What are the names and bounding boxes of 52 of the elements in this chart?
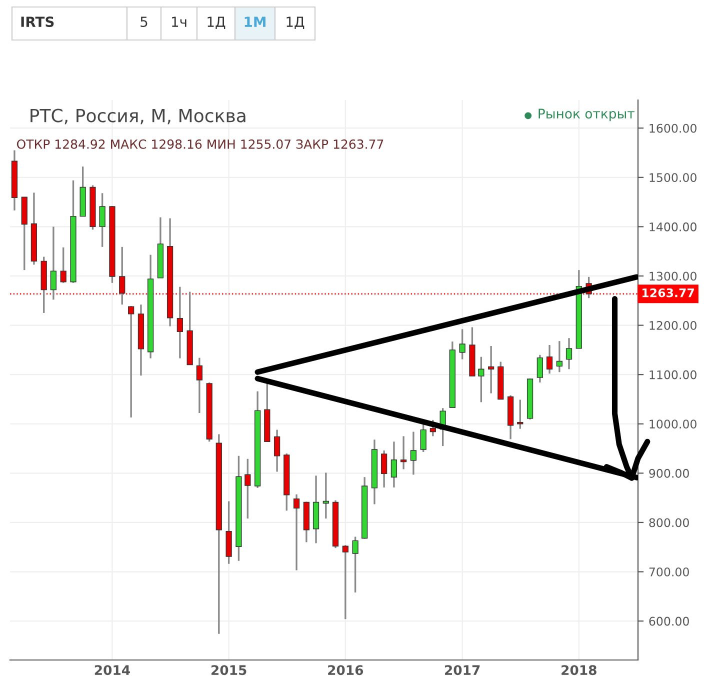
- y-tick-label: 800.00: [649, 518, 689, 528]
- y-tick-label: 1200.00: [650, 321, 696, 330]
- y-tick-label: 900.00: [649, 468, 689, 478]
- x-tick-label: 2018: [562, 665, 596, 676]
- candlestick: [390, 440, 398, 488]
- ref-line-label: 1263.77: [642, 288, 694, 298]
- y-tick-label: 1300.00: [650, 272, 696, 281]
- candlestick: [488, 345, 494, 394]
- y-tick-label: 700.00: [649, 567, 689, 576]
- candlestick: [322, 472, 329, 520]
- text: IRTS: [21, 16, 54, 28]
- candlestick: [352, 536, 358, 594]
- candlestick: [274, 428, 280, 473]
- candlestick: [536, 354, 543, 384]
- y-tick-label: 1400.00: [650, 222, 696, 232]
- x-tick-label: 2014: [94, 665, 130, 676]
- text: ОТКР 1284.92 МАКС 1298.16 МИН 1255.07 ЗАКР 1263.77: [16, 139, 384, 149]
- candlestick: [342, 544, 348, 620]
- candlestick: [196, 356, 202, 414]
- candlestick: [478, 356, 484, 404]
- y-tick-label: 1000.00: [650, 420, 696, 429]
- candlestick: [380, 450, 388, 488]
- candlestick: [244, 458, 251, 520]
- y-tick-label: 600.00: [649, 616, 689, 626]
- candlestick: [119, 246, 126, 306]
- x-tick-label: 2016: [328, 665, 364, 676]
- candlestick: [99, 192, 106, 248]
- candlestick: [50, 226, 57, 300]
- candlestick: [517, 398, 524, 430]
- candlestick: [556, 340, 562, 373]
- x-tick-label: 2015: [211, 665, 246, 676]
- y-tick-label: 1500.00: [650, 173, 696, 182]
- candlestick: [430, 419, 436, 438]
- chart-title: РТС, Россия, М, Москва: [30, 108, 246, 124]
- candlestick: [410, 430, 417, 476]
- text: 1Д: [286, 16, 304, 30]
- y-tick-label: 1100.00: [650, 370, 696, 380]
- candlestick: [293, 494, 300, 572]
- text: 1ч: [172, 16, 186, 27]
- y-tick-label: 1600.00: [650, 124, 696, 133]
- text: 1Д: [208, 16, 226, 30]
- candlestick: [566, 337, 572, 370]
- candlestick: [60, 246, 66, 284]
- candlestick: [459, 328, 466, 360]
- candlestick: [128, 305, 134, 418]
- text: 1М: [244, 16, 266, 27]
- candlestick: [400, 435, 407, 470]
- candlestick: [176, 286, 183, 360]
- annotation: Рынок открыт: [538, 108, 634, 122]
- candlestick: [546, 344, 553, 374]
- text: 5: [140, 16, 148, 28]
- x-tick-label: 2017: [444, 665, 480, 676]
